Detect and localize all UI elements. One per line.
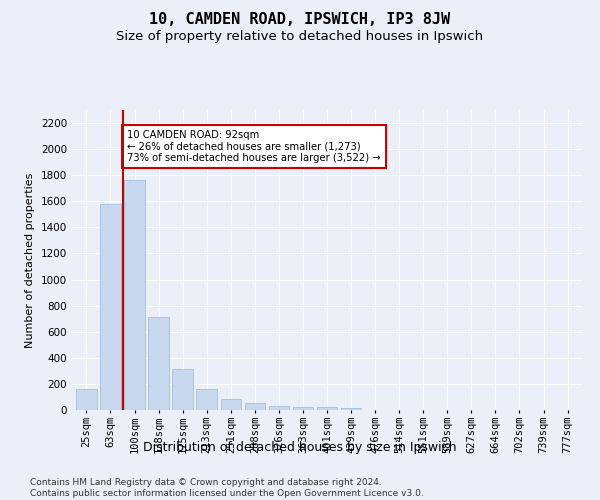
Bar bbox=[148, 318, 169, 410]
Text: 10 CAMDEN ROAD: 92sqm
← 26% of detached houses are smaller (1,273)
73% of semi-d: 10 CAMDEN ROAD: 92sqm ← 26% of detached … bbox=[127, 130, 381, 163]
Bar bbox=[317, 408, 337, 410]
Bar bbox=[341, 408, 361, 410]
Text: Contains HM Land Registry data © Crown copyright and database right 2024.
Contai: Contains HM Land Registry data © Crown c… bbox=[30, 478, 424, 498]
Text: 10, CAMDEN ROAD, IPSWICH, IP3 8JW: 10, CAMDEN ROAD, IPSWICH, IP3 8JW bbox=[149, 12, 451, 28]
Bar bbox=[196, 389, 217, 410]
Bar bbox=[124, 180, 145, 410]
Bar bbox=[76, 389, 97, 410]
Y-axis label: Number of detached properties: Number of detached properties bbox=[25, 172, 35, 348]
Bar bbox=[221, 399, 241, 410]
Bar bbox=[293, 408, 313, 410]
Text: Distribution of detached houses by size in Ipswich: Distribution of detached houses by size … bbox=[143, 441, 457, 454]
Bar bbox=[172, 369, 193, 410]
Bar bbox=[245, 403, 265, 410]
Text: Size of property relative to detached houses in Ipswich: Size of property relative to detached ho… bbox=[116, 30, 484, 43]
Bar bbox=[100, 204, 121, 410]
Bar bbox=[269, 406, 289, 410]
